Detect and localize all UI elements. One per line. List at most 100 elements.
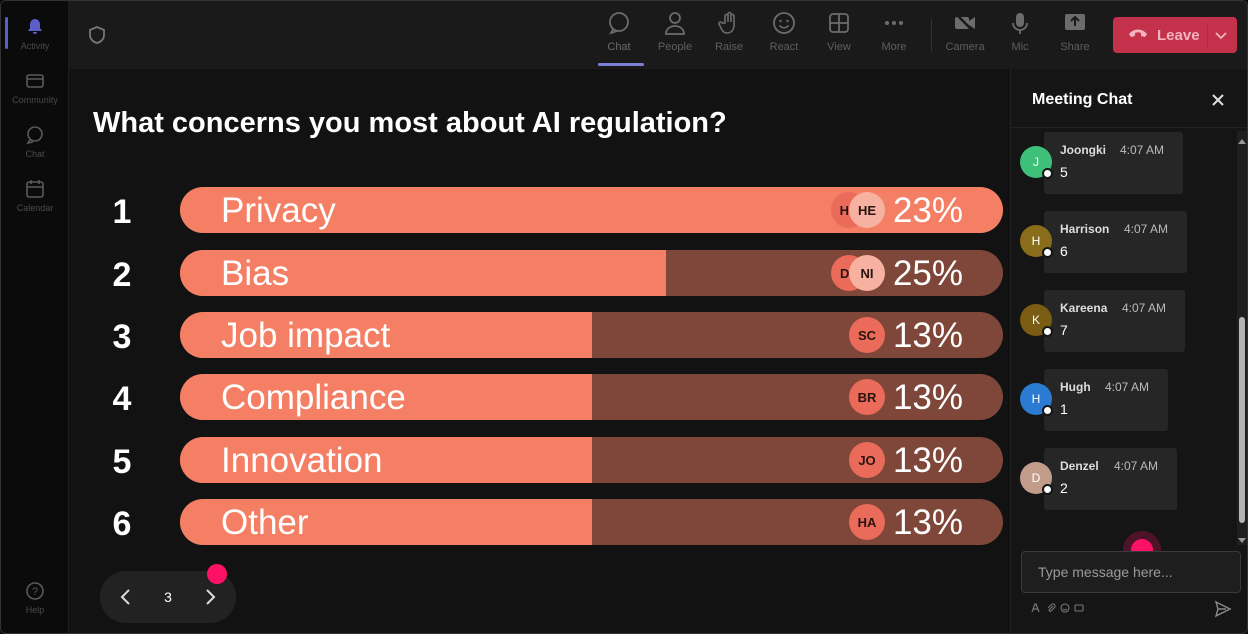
raise-hand-button[interactable]: Raise	[703, 11, 755, 63]
send-icon[interactable]	[1214, 600, 1232, 618]
avatar[interactable]: H	[1020, 225, 1053, 258]
people-button[interactable]: People	[649, 11, 701, 63]
share-button[interactable]: Share	[1049, 11, 1101, 63]
toolbar-divider	[931, 19, 932, 51]
share-screen-icon	[1063, 11, 1087, 35]
mic-button[interactable]: Mic	[994, 11, 1046, 63]
poll-option-label: Job impact	[221, 316, 391, 355]
format-text-icon[interactable]	[1031, 603, 1041, 613]
poll-option-row: 1 PrivacyHUHE23%	[69, 187, 1010, 235]
emoji-icon[interactable]	[1060, 603, 1070, 613]
avatar-initial: H	[1031, 234, 1041, 248]
chat-icon	[607, 11, 631, 35]
share-button-label: Share	[1060, 41, 1090, 53]
avatar-initial: H	[1031, 392, 1041, 406]
scrollbar-thumb[interactable]	[1239, 317, 1245, 523]
person-icon	[663, 11, 687, 35]
attach-icon[interactable]	[1046, 603, 1056, 613]
more-dots-icon	[882, 11, 906, 35]
poll-option-fill	[180, 374, 592, 420]
shield-icon[interactable]	[87, 25, 107, 45]
chat-message-sender: Harrison	[1060, 222, 1110, 236]
chat-message-sender: Kareena	[1060, 301, 1108, 315]
presentation-stage: What concerns you most about AI regulati…	[69, 69, 1010, 633]
page-number: 3	[164, 589, 172, 605]
poll-option-number: 4	[112, 380, 132, 418]
rail-item-label: Chat	[25, 148, 45, 159]
rail-item-community[interactable]: Community	[1, 61, 69, 113]
rail-item-activity[interactable]: Activity	[1, 7, 69, 59]
chat-message: Denzel 4:07 AM 2	[1044, 448, 1177, 510]
scroll-down-icon[interactable]	[1238, 531, 1246, 543]
chat-header-divider	[1011, 127, 1247, 128]
presence-status-icon	[1042, 168, 1053, 179]
poll-option-bar: PrivacyHUHE23%	[180, 187, 1003, 233]
chevron-right-icon[interactable]	[200, 587, 220, 607]
meeting-chat-panel: Meeting Chat Joongki 4:07 AM 5 J Harrison 4:0…	[1010, 69, 1247, 633]
chat-message: Hugh 4:07 AM 1	[1044, 369, 1168, 431]
poll-option-row: 4 Compliance BR 13%	[69, 374, 1010, 422]
view-button-label: View	[827, 41, 851, 53]
poll-option-row: 3 Job impact SC 13%	[69, 312, 1010, 360]
chat-message: Kareena 4:07 AM 7	[1044, 290, 1185, 352]
poll-option-bar: Compliance BR 13%	[180, 374, 1003, 420]
chat-message-time: 4:07 AM	[1114, 459, 1159, 473]
poll-option-fill	[180, 437, 592, 483]
rail-item-label: Help	[25, 604, 45, 615]
presence-status-icon	[1042, 484, 1053, 495]
chat-message-input[interactable]	[1021, 551, 1241, 593]
chat-scrollbar[interactable]	[1237, 131, 1247, 545]
poll-option-bar: Job impact SC 13%	[180, 312, 1003, 358]
chat-message-time: 4:07 AM	[1120, 143, 1165, 157]
raise-button-label: Raise	[714, 41, 744, 53]
rail-item-calendar[interactable]: Calendar	[1, 169, 69, 221]
react-button[interactable]: React	[758, 11, 810, 63]
avatar-initial: D	[1031, 471, 1041, 485]
chevron-left-icon[interactable]	[116, 587, 136, 607]
avatar[interactable]: J	[1020, 146, 1053, 179]
voter-avatar-chip: BR	[849, 379, 885, 415]
chat-message-time: 4:07 AM	[1124, 222, 1169, 236]
smiley-icon	[772, 11, 796, 35]
chat-message-text: 2	[1060, 480, 1068, 496]
voter-avatar-chip: NI	[849, 255, 885, 291]
poll-option-number: 1	[112, 193, 132, 231]
avatar[interactable]: K	[1020, 304, 1053, 337]
poll-option-percent: 13%	[892, 316, 963, 355]
poll-option-label: Other	[221, 503, 309, 542]
avatar-initial: K	[1031, 313, 1040, 327]
poll-option-bar: Innovation JO 13%	[180, 437, 1003, 483]
chevron-down-icon[interactable]	[1213, 27, 1229, 43]
poll-option-row: 6 Other HA 13%	[69, 499, 1010, 547]
chat-message-sender: Joongki	[1060, 143, 1107, 157]
chat-button-label: Chat	[607, 41, 631, 53]
poll-option-number: 2	[112, 256, 132, 294]
chat-button[interactable]: Chat	[593, 11, 645, 63]
avatar[interactable]: D	[1020, 462, 1053, 495]
scroll-up-icon[interactable]	[1238, 133, 1246, 144]
rail-item-label: Community	[12, 94, 58, 105]
camera-button[interactable]: Camera	[939, 11, 991, 63]
rail-item-chat[interactable]: Chat	[1, 115, 69, 167]
poll-option-percent: 13%	[892, 503, 963, 542]
poll-option-fill	[180, 250, 666, 296]
mic-button-label: Mic	[1011, 41, 1029, 53]
chat-message-text: 6	[1060, 243, 1068, 259]
leave-button[interactable]: Leave	[1113, 17, 1237, 53]
poll-option-percent: 13%	[892, 378, 963, 417]
poll-question: What concerns you most about AI regulati…	[93, 107, 727, 139]
hand-icon	[717, 11, 741, 35]
app-rail: Activity Community Chat Calendar ? Help	[1, 1, 69, 633]
poll-option-label: Innovation	[221, 441, 383, 480]
avatar[interactable]: H	[1020, 383, 1053, 416]
view-button[interactable]: View	[813, 11, 865, 63]
poll-option-percent: 23%	[892, 191, 963, 230]
rail-item-help[interactable]: ? Help	[1, 571, 69, 623]
active-tab-indicator	[598, 63, 644, 66]
close-icon[interactable]	[1209, 91, 1227, 109]
phone-hangup-icon	[1127, 26, 1149, 44]
poll-option-number: 3	[112, 318, 132, 356]
gif-icon[interactable]	[1074, 603, 1084, 613]
more-button[interactable]: More	[868, 11, 920, 63]
